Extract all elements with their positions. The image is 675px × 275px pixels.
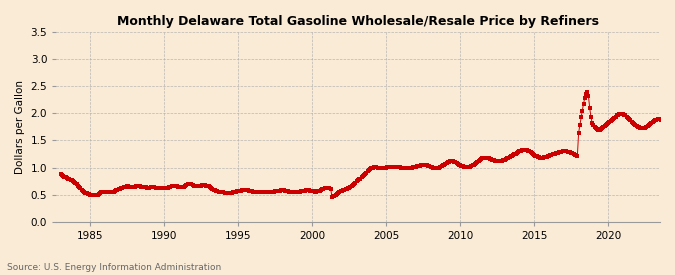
Y-axis label: Dollars per Gallon: Dollars per Gallon <box>15 80 25 174</box>
Text: Source: U.S. Energy Information Administration: Source: U.S. Energy Information Administ… <box>7 263 221 272</box>
Title: Monthly Delaware Total Gasoline Wholesale/Resale Price by Refiners: Monthly Delaware Total Gasoline Wholesal… <box>117 15 599 28</box>
